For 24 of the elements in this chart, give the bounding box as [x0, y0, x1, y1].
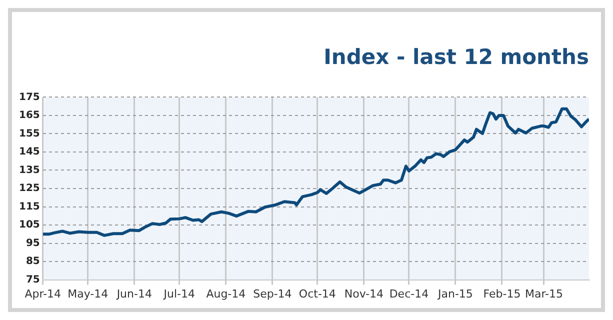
x-tick-label: Jun-14 — [116, 287, 152, 300]
chart-title: Index - last 12 months — [324, 45, 589, 70]
y-tick-label: 175 — [19, 92, 40, 103]
x-tick-label: May-14 — [68, 287, 108, 300]
y-tick-label: 155 — [19, 128, 40, 140]
y-tick-label: 165 — [19, 110, 40, 122]
x-tick-label: Sep-14 — [253, 287, 292, 300]
x-tick-label: Dec-14 — [389, 287, 429, 300]
x-tick-label: Apr-14 — [24, 287, 62, 300]
y-tick-label: 75 — [26, 274, 40, 286]
y-tick-label: 85 — [26, 256, 40, 268]
x-tick-label: Jan-15 — [437, 287, 473, 300]
y-tick-label: 125 — [19, 183, 40, 194]
y-tick-label: 135 — [19, 164, 40, 176]
x-tick-label: Nov-14 — [344, 287, 384, 300]
y-tick-label: 95 — [26, 238, 40, 249]
x-tick-label: Aug-14 — [206, 287, 246, 300]
x-tick-label: Mar-15 — [524, 287, 564, 300]
x-tick-label: Jul-14 — [162, 287, 196, 300]
x-tick-label: Feb-15 — [483, 287, 521, 300]
y-tick-label: 105 — [19, 220, 40, 231]
x-tick-label: Oct-14 — [298, 287, 336, 300]
y-tick-label: 145 — [19, 146, 40, 158]
y-tick-label: 115 — [19, 201, 40, 212]
